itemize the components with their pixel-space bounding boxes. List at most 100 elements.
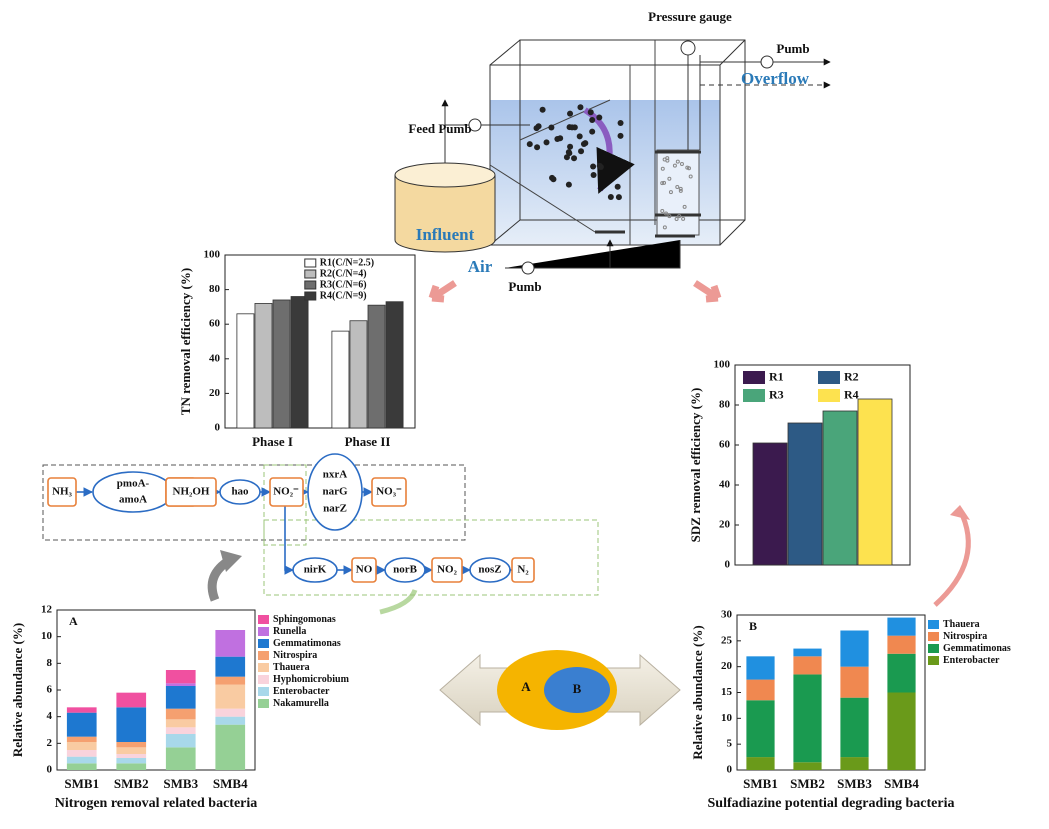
bar-segment: [887, 635, 916, 654]
x-tick-label: SMB2: [790, 776, 825, 791]
legend-label: Thauera: [273, 662, 310, 673]
x-axis-label: Nitrogen removal related bacteria: [55, 796, 258, 811]
x-axis-label: Sulfadiazine potential degrading bacteri…: [708, 796, 955, 811]
pump-icon: [760, 55, 774, 69]
bubble: [660, 166, 665, 171]
legend-swatch: [304, 269, 317, 279]
venn-label: A: [521, 679, 531, 694]
venn: A B: [439, 650, 681, 730]
legend-swatch: [304, 258, 317, 268]
bar-segment: [840, 630, 869, 667]
bar: [857, 398, 893, 566]
legend-label: R1: [769, 369, 784, 383]
x-tick-label: SMB4: [884, 776, 919, 791]
bar: [787, 422, 823, 566]
bar-segment: [215, 716, 246, 725]
carrier: [549, 174, 556, 181]
y-tick-label: 80: [209, 283, 221, 295]
carrier: [596, 162, 603, 169]
y-axis-label: TN removal efficiency (%): [178, 268, 193, 415]
legend-label: R4(C/N=9): [320, 290, 367, 301]
legend-label: Runella: [273, 626, 306, 637]
bubble: [660, 181, 665, 186]
y-axis-label: Relative abundance (%): [10, 623, 25, 757]
bubble: [682, 204, 687, 209]
denitrification-box: [263, 519, 599, 596]
legend-swatch: [818, 371, 840, 384]
x-tick-label: SMB3: [163, 776, 198, 791]
bar-segment: [887, 653, 916, 693]
legend-label: Thauera: [943, 619, 980, 630]
bar: [254, 303, 273, 429]
legend-label: R1(C/N=2.5): [320, 257, 374, 268]
venn-inner: [544, 667, 610, 713]
bar-segment: [746, 656, 775, 680]
y-tick-label: 12: [41, 604, 53, 616]
y-tick-label: 0: [47, 764, 53, 776]
label: Pumb: [508, 279, 541, 294]
y-tick-label: 0: [215, 422, 221, 434]
legend-swatch: [258, 615, 269, 624]
reactor-back: [519, 39, 746, 221]
legend-swatch: [258, 627, 269, 636]
bar-segment: [840, 697, 869, 758]
bar-segment: [165, 683, 196, 686]
compound: N₂: [517, 564, 529, 576]
bar: [272, 299, 291, 429]
bar-segment: [165, 686, 196, 709]
carrier: [589, 117, 596, 124]
label: Pressure gauge: [648, 9, 732, 24]
legend-swatch: [743, 389, 765, 402]
label: Overflow: [741, 69, 810, 88]
bar-segment: [746, 700, 775, 758]
air-line: [505, 240, 681, 269]
carrier: [587, 109, 594, 116]
carrier: [535, 123, 542, 130]
y-tick-label: 10: [721, 712, 733, 724]
x-tick-label: SMB4: [213, 776, 248, 791]
enzyme-node: [469, 557, 511, 583]
bar-segment: [66, 736, 97, 742]
carrier: [577, 104, 584, 111]
carrier: [590, 172, 597, 179]
bar: [349, 320, 368, 429]
panel-label: A: [69, 614, 78, 628]
y-tick-label: 4: [47, 710, 53, 722]
legend-swatch: [928, 644, 939, 653]
y-tick-label: 100: [204, 249, 221, 261]
pink-arrow: [933, 508, 971, 607]
y-tick-label: 20: [719, 519, 731, 531]
y-tick-label: 100: [714, 359, 731, 371]
bar-segment: [66, 742, 97, 750]
legend-label: Enterobacter: [273, 686, 330, 697]
x-tick-label: SMB1: [64, 776, 99, 791]
carrier: [576, 133, 583, 140]
legend-swatch: [928, 620, 939, 629]
nitrite-box: [263, 464, 307, 546]
y-tick-label: 8: [47, 657, 53, 669]
enzyme-node: [307, 453, 363, 531]
bar-segment: [746, 757, 775, 770]
carrier: [615, 194, 622, 201]
legend-label: R4: [844, 387, 859, 401]
y-tick-label: 60: [719, 439, 731, 451]
legend-label: R3: [769, 387, 784, 401]
bar: [367, 304, 386, 429]
reactor: Pressure gauge Pumb Overflow Feed Pumb I…: [394, 9, 831, 294]
bar-segment: [66, 756, 97, 764]
y-tick-label: 2: [47, 737, 53, 749]
bar-segment: [116, 763, 147, 770]
gauge: [680, 40, 696, 56]
bar-segment: [165, 747, 196, 770]
y-tick-label: 20: [721, 660, 733, 672]
y-axis-label: Relative abundance (%): [690, 625, 705, 759]
bubble: [679, 162, 684, 167]
x-tick-label: Phase I: [252, 434, 293, 449]
carrier: [571, 155, 578, 162]
y-tick-label: 5: [727, 738, 733, 750]
legend-label: Gemmatimonas: [943, 643, 1011, 654]
bar-segment: [165, 727, 196, 734]
enzyme: hao: [231, 486, 249, 498]
bar-segment: [840, 666, 869, 698]
bar-segment: [793, 762, 822, 770]
